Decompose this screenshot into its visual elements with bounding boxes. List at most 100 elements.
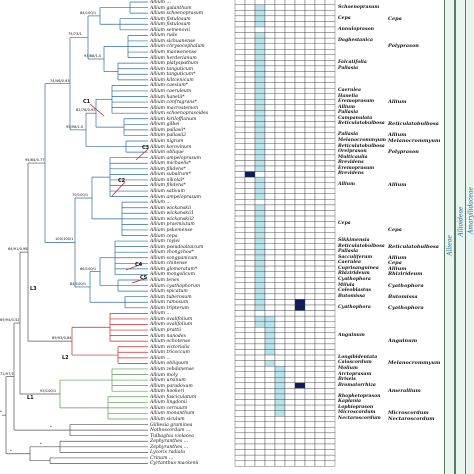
trait-cell	[254, 193, 266, 200]
trait-cell	[274, 193, 286, 200]
trait-cell	[324, 454, 336, 461]
trait-cell	[264, 176, 276, 183]
trait-cell	[254, 82, 266, 89]
subgenus-label: Allium	[388, 265, 407, 272]
trait-cell	[284, 293, 296, 300]
section-label: Eremoprasum	[338, 165, 375, 171]
trait-cell	[284, 349, 296, 356]
trait-cell	[324, 215, 336, 222]
trait-cell	[294, 460, 306, 467]
trait-cell	[324, 37, 336, 44]
taxon-label: Allium mongolicum	[150, 272, 196, 278]
trait-cell	[274, 304, 286, 311]
trait-cell	[294, 143, 306, 150]
trait-cell	[324, 176, 336, 183]
taxon-label: Allium cernuum	[150, 405, 188, 411]
trait-cell	[314, 232, 326, 239]
trait-cell	[304, 182, 316, 189]
support-value: 84/100/1	[70, 281, 87, 286]
section-label: Pallasia	[338, 249, 359, 255]
trait-cell	[304, 121, 316, 128]
alliodeae-label: Allioideae	[457, 206, 464, 237]
trait-cell	[284, 60, 296, 67]
trait-cell	[294, 0, 306, 5]
taxon-label: Allium confragrans*	[150, 100, 197, 106]
trait-cell	[234, 399, 246, 406]
trait-cell	[324, 226, 336, 233]
trait-cell	[274, 382, 286, 389]
trait-cell	[244, 99, 256, 106]
trait-cell	[314, 182, 326, 189]
trait-cell	[234, 171, 246, 178]
subgenus-label: Nectaroscordum	[388, 416, 435, 422]
taxon-label: Gilliesia graminea	[150, 422, 193, 428]
trait-cell	[324, 443, 336, 450]
trait-cell	[294, 349, 306, 356]
trait-cell	[274, 37, 286, 44]
trait-cell	[244, 232, 256, 239]
section-label: Schoenoprasum	[338, 4, 380, 10]
trait-cell	[284, 226, 296, 233]
trait-cell	[274, 60, 286, 67]
subgenus-label: Cyathophora	[388, 282, 424, 289]
trait-cell	[324, 399, 336, 406]
trait-cell	[294, 315, 306, 322]
trait-cell	[304, 32, 316, 39]
trait-cell	[234, 260, 246, 267]
trait-cell	[324, 432, 336, 439]
trait-cell	[324, 154, 336, 161]
trait-cell	[244, 271, 256, 278]
trait-cell	[284, 343, 296, 350]
trait-cell	[254, 87, 266, 94]
trait-cell	[244, 21, 256, 28]
trait-cell	[314, 60, 326, 67]
trait-cell	[274, 49, 286, 55]
trait-cell	[284, 382, 296, 389]
trait-cell	[264, 438, 276, 445]
subgenus-label: Allium	[388, 182, 407, 189]
trait-cell	[314, 76, 326, 83]
trait-cell	[274, 327, 286, 333]
trait-cell	[244, 138, 256, 144]
trait-cell	[324, 71, 336, 78]
trait-cell	[304, 315, 316, 322]
trait-cell	[264, 338, 276, 345]
trait-cell	[244, 238, 256, 245]
trait-cell	[264, 460, 276, 467]
taxon-label: Allium cepa	[150, 233, 178, 239]
trait-cell	[294, 238, 306, 245]
trait-cell	[294, 115, 306, 122]
section-label: Briseis	[338, 377, 356, 383]
trait-cell	[234, 188, 246, 194]
trait-cell	[304, 249, 316, 256]
trait-cell	[324, 138, 336, 144]
trait-cell	[284, 438, 296, 445]
section-label: Bromatorrhiza	[338, 382, 376, 388]
section-label: Milula	[338, 282, 355, 288]
section-label: Pallasia	[338, 132, 359, 138]
trait-cell	[284, 399, 296, 406]
trait-cell	[274, 160, 286, 167]
trait-cell	[284, 427, 296, 434]
trait-cell	[234, 265, 246, 272]
trait-cell	[314, 377, 326, 384]
trait-cell	[274, 371, 286, 378]
trait-cell	[274, 182, 286, 189]
trait-cell	[274, 421, 286, 428]
trait-cell	[304, 21, 316, 28]
trait-cell	[254, 416, 266, 422]
clade-c1: C1	[83, 99, 91, 105]
trait-cell	[254, 460, 266, 467]
taxon-label: Allium schoenoprasum	[150, 11, 204, 17]
trait-cell	[304, 327, 316, 333]
trait-cell	[304, 115, 316, 122]
trait-cell	[234, 0, 246, 5]
trait-cell	[284, 204, 296, 211]
trait-cell	[284, 188, 296, 194]
trait-cell	[234, 432, 246, 439]
trait-cell	[264, 21, 276, 28]
trait-cell	[274, 260, 286, 267]
trait-cell	[264, 65, 276, 72]
trait-cell	[294, 182, 306, 189]
